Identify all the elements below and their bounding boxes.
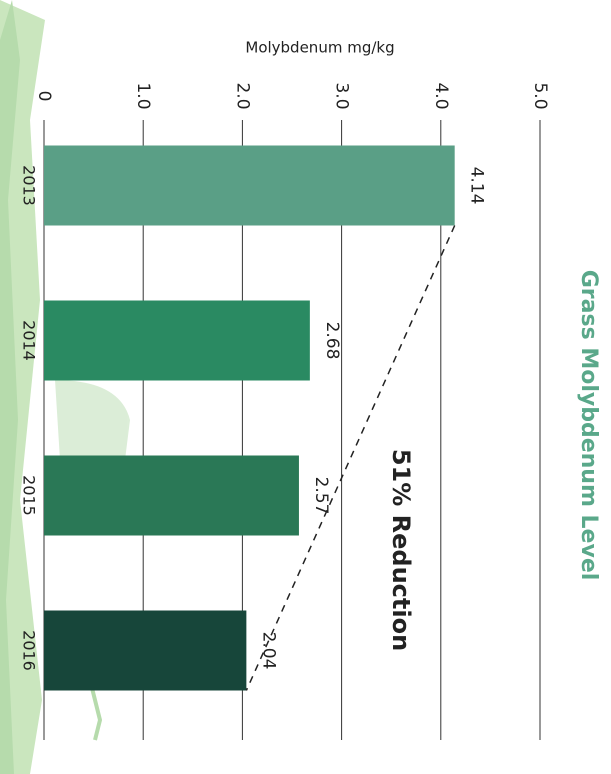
x-tick-label: 1.0 <box>133 82 153 109</box>
x-tick-label: 0 <box>34 91 54 102</box>
data-label: 4.14 <box>467 167 487 205</box>
category-label: 2015 <box>20 475 39 516</box>
bar <box>44 300 310 381</box>
category-label: 2016 <box>20 630 39 671</box>
grass-decoration <box>0 0 130 774</box>
axis-label: Molybdenum mg/kg <box>245 39 394 57</box>
data-label: 2.57 <box>311 477 331 515</box>
x-tick-label: 2.0 <box>232 82 252 109</box>
bar <box>44 610 247 691</box>
data-label: 2.68 <box>322 322 342 360</box>
reduction-line <box>245 225 456 691</box>
bar <box>44 145 455 226</box>
bar <box>44 455 299 536</box>
x-tick-label: 5.0 <box>530 82 550 109</box>
data-label: 2.04 <box>258 632 278 670</box>
chart-title: Grass Molybdenum Level <box>576 270 601 581</box>
category-label: 2013 <box>20 165 39 206</box>
x-tick-label: 3.0 <box>332 82 352 109</box>
category-label: 2014 <box>20 320 39 361</box>
x-tick-label: 4.0 <box>431 82 451 109</box>
annotation: 51% Reduction <box>387 449 415 651</box>
